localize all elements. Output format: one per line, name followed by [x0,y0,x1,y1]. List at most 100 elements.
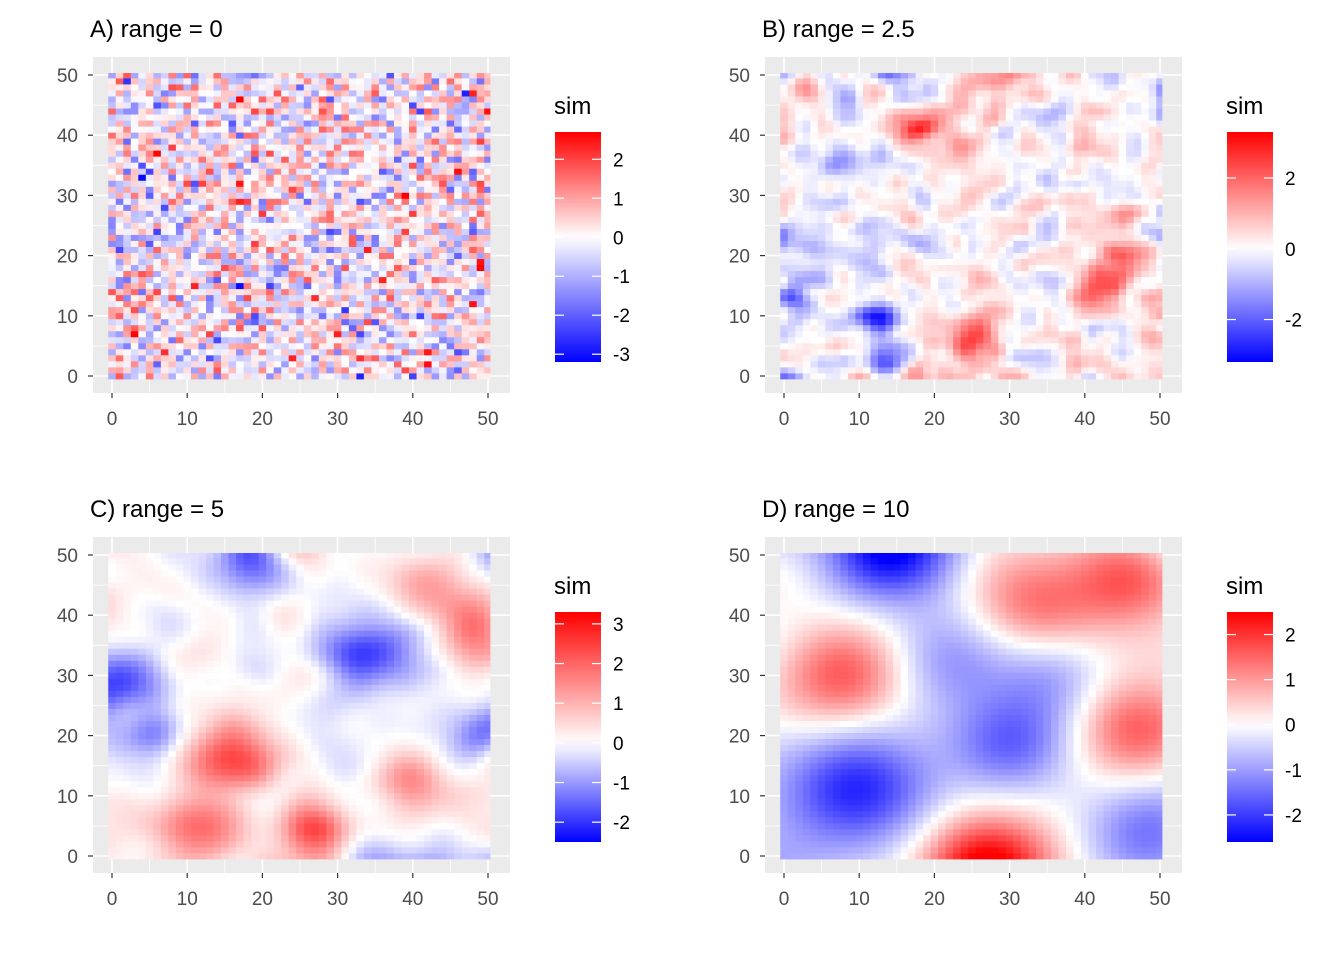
heatmap-cell [288,156,297,163]
heatmap-cell [431,144,440,151]
heatmap-cell [266,294,275,302]
heatmap-cell [1081,282,1089,290]
heatmap-cell [1066,264,1074,272]
heatmap-cell [326,348,335,356]
heatmap-cell [190,210,199,217]
heatmap-cell [288,300,297,308]
heatmap-cell [123,204,132,211]
heatmap-cell [960,330,969,338]
heatmap-cell [990,282,999,290]
heatmap-cell [953,120,962,127]
heatmap-cell [190,162,199,169]
heatmap-cell [213,336,222,344]
heatmap-cell [153,204,162,211]
heatmap-cell [1081,264,1089,272]
heatmap-cell [930,204,939,211]
heatmap-cell [1096,162,1104,169]
heatmap-cell [160,180,169,187]
heatmap-cell [878,180,886,187]
heatmap-cell [1050,366,1059,374]
heatmap-cell [303,96,312,103]
heatmap-cell [258,276,267,284]
heatmap-cell [1081,372,1089,380]
heatmap-cell [243,216,252,223]
heatmap-cell [378,306,387,314]
heatmap-cell [469,168,478,175]
heatmap-cell [409,96,417,103]
heatmap-cell [288,228,297,235]
heatmap-cell [1028,204,1037,211]
heatmap-cell [1141,150,1150,157]
heatmap-cell [930,372,939,380]
heatmap-cell [401,78,410,85]
heatmap-cell [893,366,901,374]
heatmap-cell [153,372,162,380]
heatmap-cell [1111,234,1120,241]
heatmap-cell [198,96,207,103]
heatmap-cell [190,264,199,272]
heatmap-cell [431,126,440,133]
heatmap-cell [175,144,184,151]
heatmap-cell [847,246,856,253]
heatmap-cell [409,150,417,157]
heatmap-cell [145,282,154,290]
heatmap-cell [476,150,485,157]
heatmap-cell [1013,126,1022,133]
heatmap-cell [213,276,222,284]
heatmap-cell [953,342,962,350]
heatmap-cell [258,73,267,79]
heatmap-cell [1028,216,1037,223]
heatmap-cell [160,162,169,169]
heatmap-cell [318,300,327,308]
heatmap-cell [206,114,214,121]
heatmap-cell [206,270,214,278]
heatmap-cell [870,300,879,308]
heatmap-cell [1005,198,1014,205]
heatmap-cell [318,306,327,314]
heatmap-cell [817,150,826,157]
heatmap-cell [878,306,886,314]
heatmap-cell [108,240,117,247]
heatmap-cell [825,180,834,187]
heatmap-cell [206,144,214,151]
heatmap-cell [454,102,463,109]
heatmap-cell [303,276,312,284]
heatmap-cell [243,282,252,290]
heatmap-cell [145,318,154,326]
heatmap-cell [1073,198,1082,205]
heatmap-cell [983,198,992,205]
heatmap-cell [326,204,335,211]
heatmap-cell [900,180,909,187]
heatmap-cell [363,180,372,187]
heatmap-cell [810,150,819,157]
heatmap-cell [1156,366,1163,374]
heatmap-cell [1035,288,1044,296]
heatmap-cell [1156,222,1163,229]
heatmap-cell [938,324,947,332]
heatmap-cell [454,204,463,211]
heatmap-cell [1013,330,1022,338]
heatmap-cell [221,276,229,284]
heatmap-cell [855,366,864,374]
heatmap-cell [108,90,117,97]
heatmap-cell [1058,192,1067,199]
heatmap-cell [930,348,939,356]
heatmap-cell [394,372,402,380]
heatmap-cell [138,276,147,284]
heatmap-cell [213,366,222,374]
heatmap-cell [431,174,440,181]
heatmap-cell [476,114,485,121]
heatmap-cell [953,240,962,247]
heatmap-cell [885,258,894,266]
heatmap-cell [893,150,901,157]
heatmap-cell [228,192,237,199]
heatmap-cell [945,162,954,169]
heatmap-cell [1020,300,1029,308]
heatmap-cell [893,342,901,350]
heatmap-cell [115,132,124,139]
heatmap-cell [378,186,387,193]
heatmap-cell [1111,348,1120,356]
heatmap-cell [333,132,342,139]
heatmap-cell [938,360,947,368]
heatmap-cell [855,222,864,229]
